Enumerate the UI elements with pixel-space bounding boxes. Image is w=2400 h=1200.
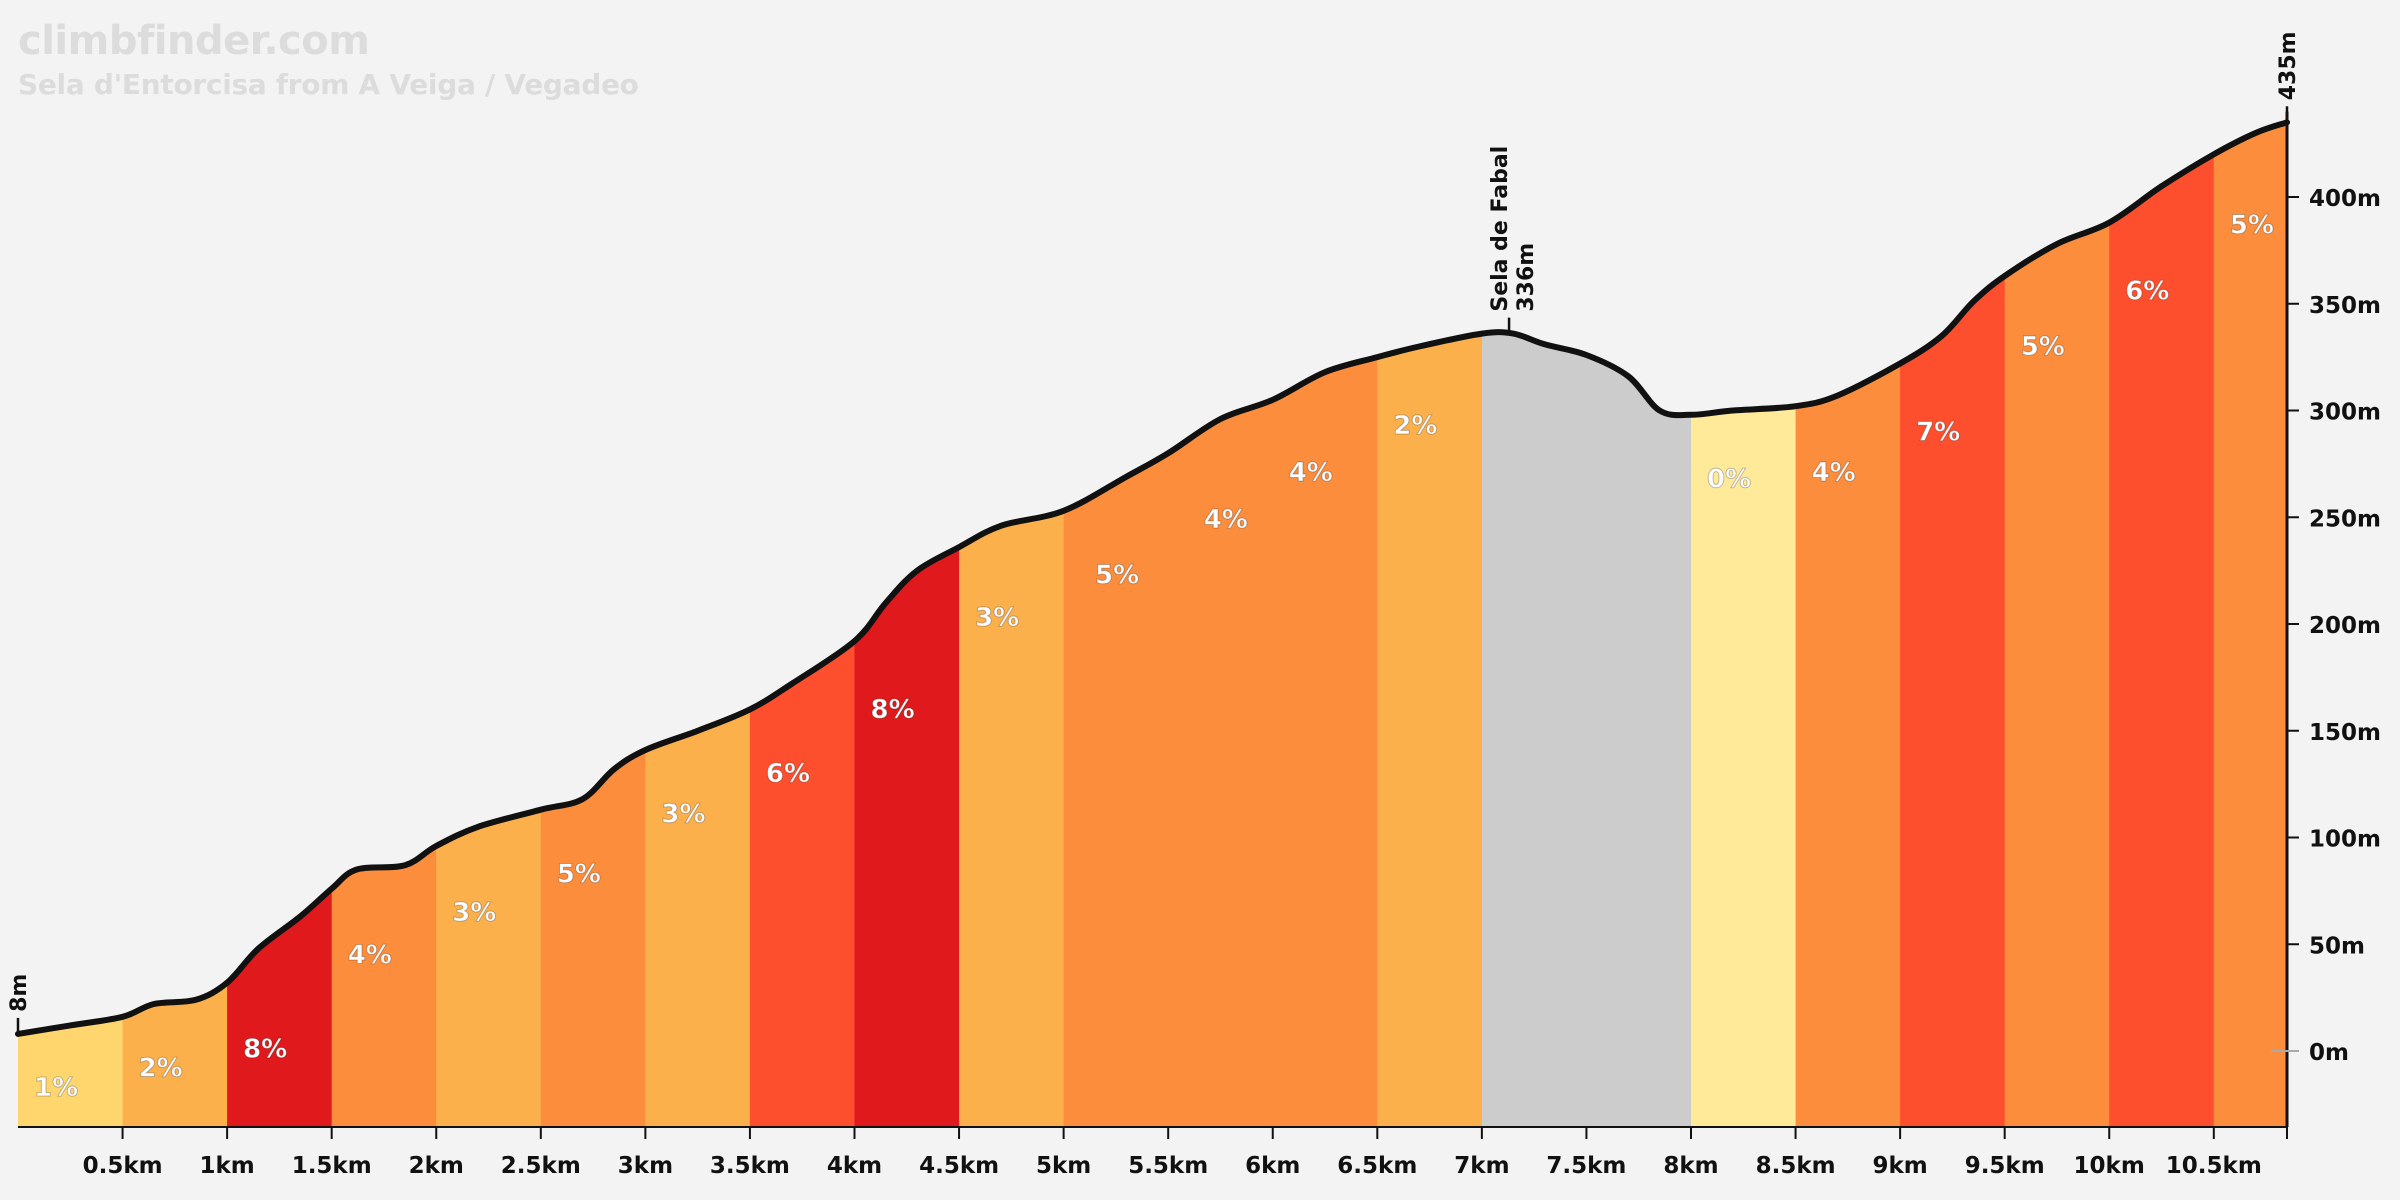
marker-elevation-1: 8m xyxy=(7,974,32,1012)
segment-band-7 xyxy=(645,122,751,1127)
segment-band-13 xyxy=(1272,122,1378,1127)
segment-band-5 xyxy=(436,122,542,1127)
elevation-markers: 8m Sela de Fabal 336m 435m xyxy=(7,31,2301,1032)
y-tick-label-5: 200m xyxy=(2309,613,2381,639)
y-tick-label-8: 350m xyxy=(2309,293,2381,319)
segment-band-6 xyxy=(540,122,646,1127)
x-tick-label-20: 10km xyxy=(2074,1153,2145,1179)
grade-label-21: 5% xyxy=(2230,210,2274,240)
x-tick-label-16: 8km xyxy=(1663,1153,1718,1179)
segment-band-1 xyxy=(18,122,124,1127)
x-tick-label-18: 9km xyxy=(1872,1153,1927,1179)
y-tick-label-7: 300m xyxy=(2309,400,2381,426)
segment-band-17 xyxy=(1795,122,1901,1127)
y-axis: 0m 50m 100m 150m 200m 250m 300m 350m 400m xyxy=(2271,111,2381,1127)
x-tick-label-10: 5km xyxy=(1036,1153,1091,1179)
segment-band-20 xyxy=(2109,122,2215,1127)
grade-label-16: 0% xyxy=(1707,464,1751,494)
segment-band-18 xyxy=(1900,122,2006,1127)
grade-label-5: 3% xyxy=(452,898,496,928)
x-tick-label-9: 4.5km xyxy=(919,1153,999,1179)
segment-band-21 xyxy=(2213,122,2287,1127)
x-tick-label-13: 6.5km xyxy=(1337,1153,1417,1179)
brand-logo: climbfinder.com xyxy=(18,18,370,64)
segment-band-15 xyxy=(1481,122,1692,1127)
segment-band-16 xyxy=(1691,122,1797,1127)
x-tick-label-11: 5.5km xyxy=(1128,1153,1208,1179)
grade-label-4: 4% xyxy=(348,941,392,971)
chart-subtitle: Sela d'Entorcisa from A Veiga / Vegadeo xyxy=(18,68,639,101)
grade-label-1: 1% xyxy=(34,1073,78,1103)
grade-label-9: 8% xyxy=(871,695,915,725)
segment-band-2 xyxy=(122,122,228,1127)
grade-labels: 1% 2% 8% 4% 3% 5% 3% 6% 8% 3% 5% 4% 4% 2% 0% 4% 7% 5% 6% 5% xyxy=(34,210,2275,1104)
y-tick-label-3: 100m xyxy=(2309,827,2381,853)
profile-line xyxy=(15,119,2290,1037)
y-tick-label-2: 50m xyxy=(2309,933,2365,959)
segment-band-10 xyxy=(959,122,1065,1127)
segment-band-9 xyxy=(854,122,960,1127)
segment-band-14 xyxy=(1377,122,1483,1127)
segment-band-19 xyxy=(2004,122,2110,1127)
segment-band-3 xyxy=(227,122,333,1127)
x-tick-label-21: 10.5km xyxy=(2166,1153,2262,1179)
x-axis: 0.5km 1km 1.5km 2km 2.5km 3km 3.5km 4km 4.5km 5km… xyxy=(18,1126,2288,1179)
grade-label-6: 5% xyxy=(557,859,601,889)
grade-label-20: 6% xyxy=(2125,277,2169,307)
grade-label-3: 8% xyxy=(243,1035,287,1065)
x-tick-label-7: 3.5km xyxy=(710,1153,790,1179)
grade-label-11: 5% xyxy=(1095,561,1139,591)
grade-label-18: 7% xyxy=(1916,418,1960,448)
profile-line-group xyxy=(15,119,2290,1037)
grade-label-19: 5% xyxy=(2021,332,2065,362)
x-tick-label-6: 3km xyxy=(618,1153,673,1179)
x-tick-label-2: 1km xyxy=(199,1153,254,1179)
x-tick-label-14: 7km xyxy=(1454,1153,1509,1179)
marker-name-2: Sela de Fabal xyxy=(1488,146,1513,312)
x-tick-label-5: 2.5km xyxy=(501,1153,581,1179)
x-tick-label-1: 0.5km xyxy=(83,1153,163,1179)
y-tick-label-4: 150m xyxy=(2309,720,2381,746)
x-tick-label-4: 2km xyxy=(409,1153,464,1179)
marker-elevation-2: 336m xyxy=(1514,243,1539,312)
y-tick-label-1: 0m xyxy=(2309,1040,2349,1066)
grade-label-12: 4% xyxy=(1204,505,1248,535)
x-tick-label-15: 7.5km xyxy=(1546,1153,1626,1179)
grade-label-7: 3% xyxy=(661,800,705,830)
grade-label-17: 4% xyxy=(1812,458,1856,488)
grade-label-8: 6% xyxy=(766,759,810,789)
grade-label-2: 2% xyxy=(139,1054,183,1084)
marker-elevation-3: 435m xyxy=(2276,31,2301,100)
y-tick-label-9: 400m xyxy=(2309,186,2381,212)
x-tick-label-19: 9.5km xyxy=(1965,1153,2045,1179)
grade-label-13: 4% xyxy=(1289,458,1333,488)
x-tick-label-12: 6km xyxy=(1245,1153,1300,1179)
grade-label-14: 2% xyxy=(1393,411,1437,441)
segment-band-8 xyxy=(749,122,856,1127)
x-tick-label-8: 4km xyxy=(827,1153,882,1179)
y-tick-label-6: 250m xyxy=(2309,506,2381,532)
x-tick-label-17: 8.5km xyxy=(1756,1153,1836,1179)
grade-label-10: 3% xyxy=(975,603,1019,633)
x-tick-label-3: 1.5km xyxy=(292,1153,372,1179)
